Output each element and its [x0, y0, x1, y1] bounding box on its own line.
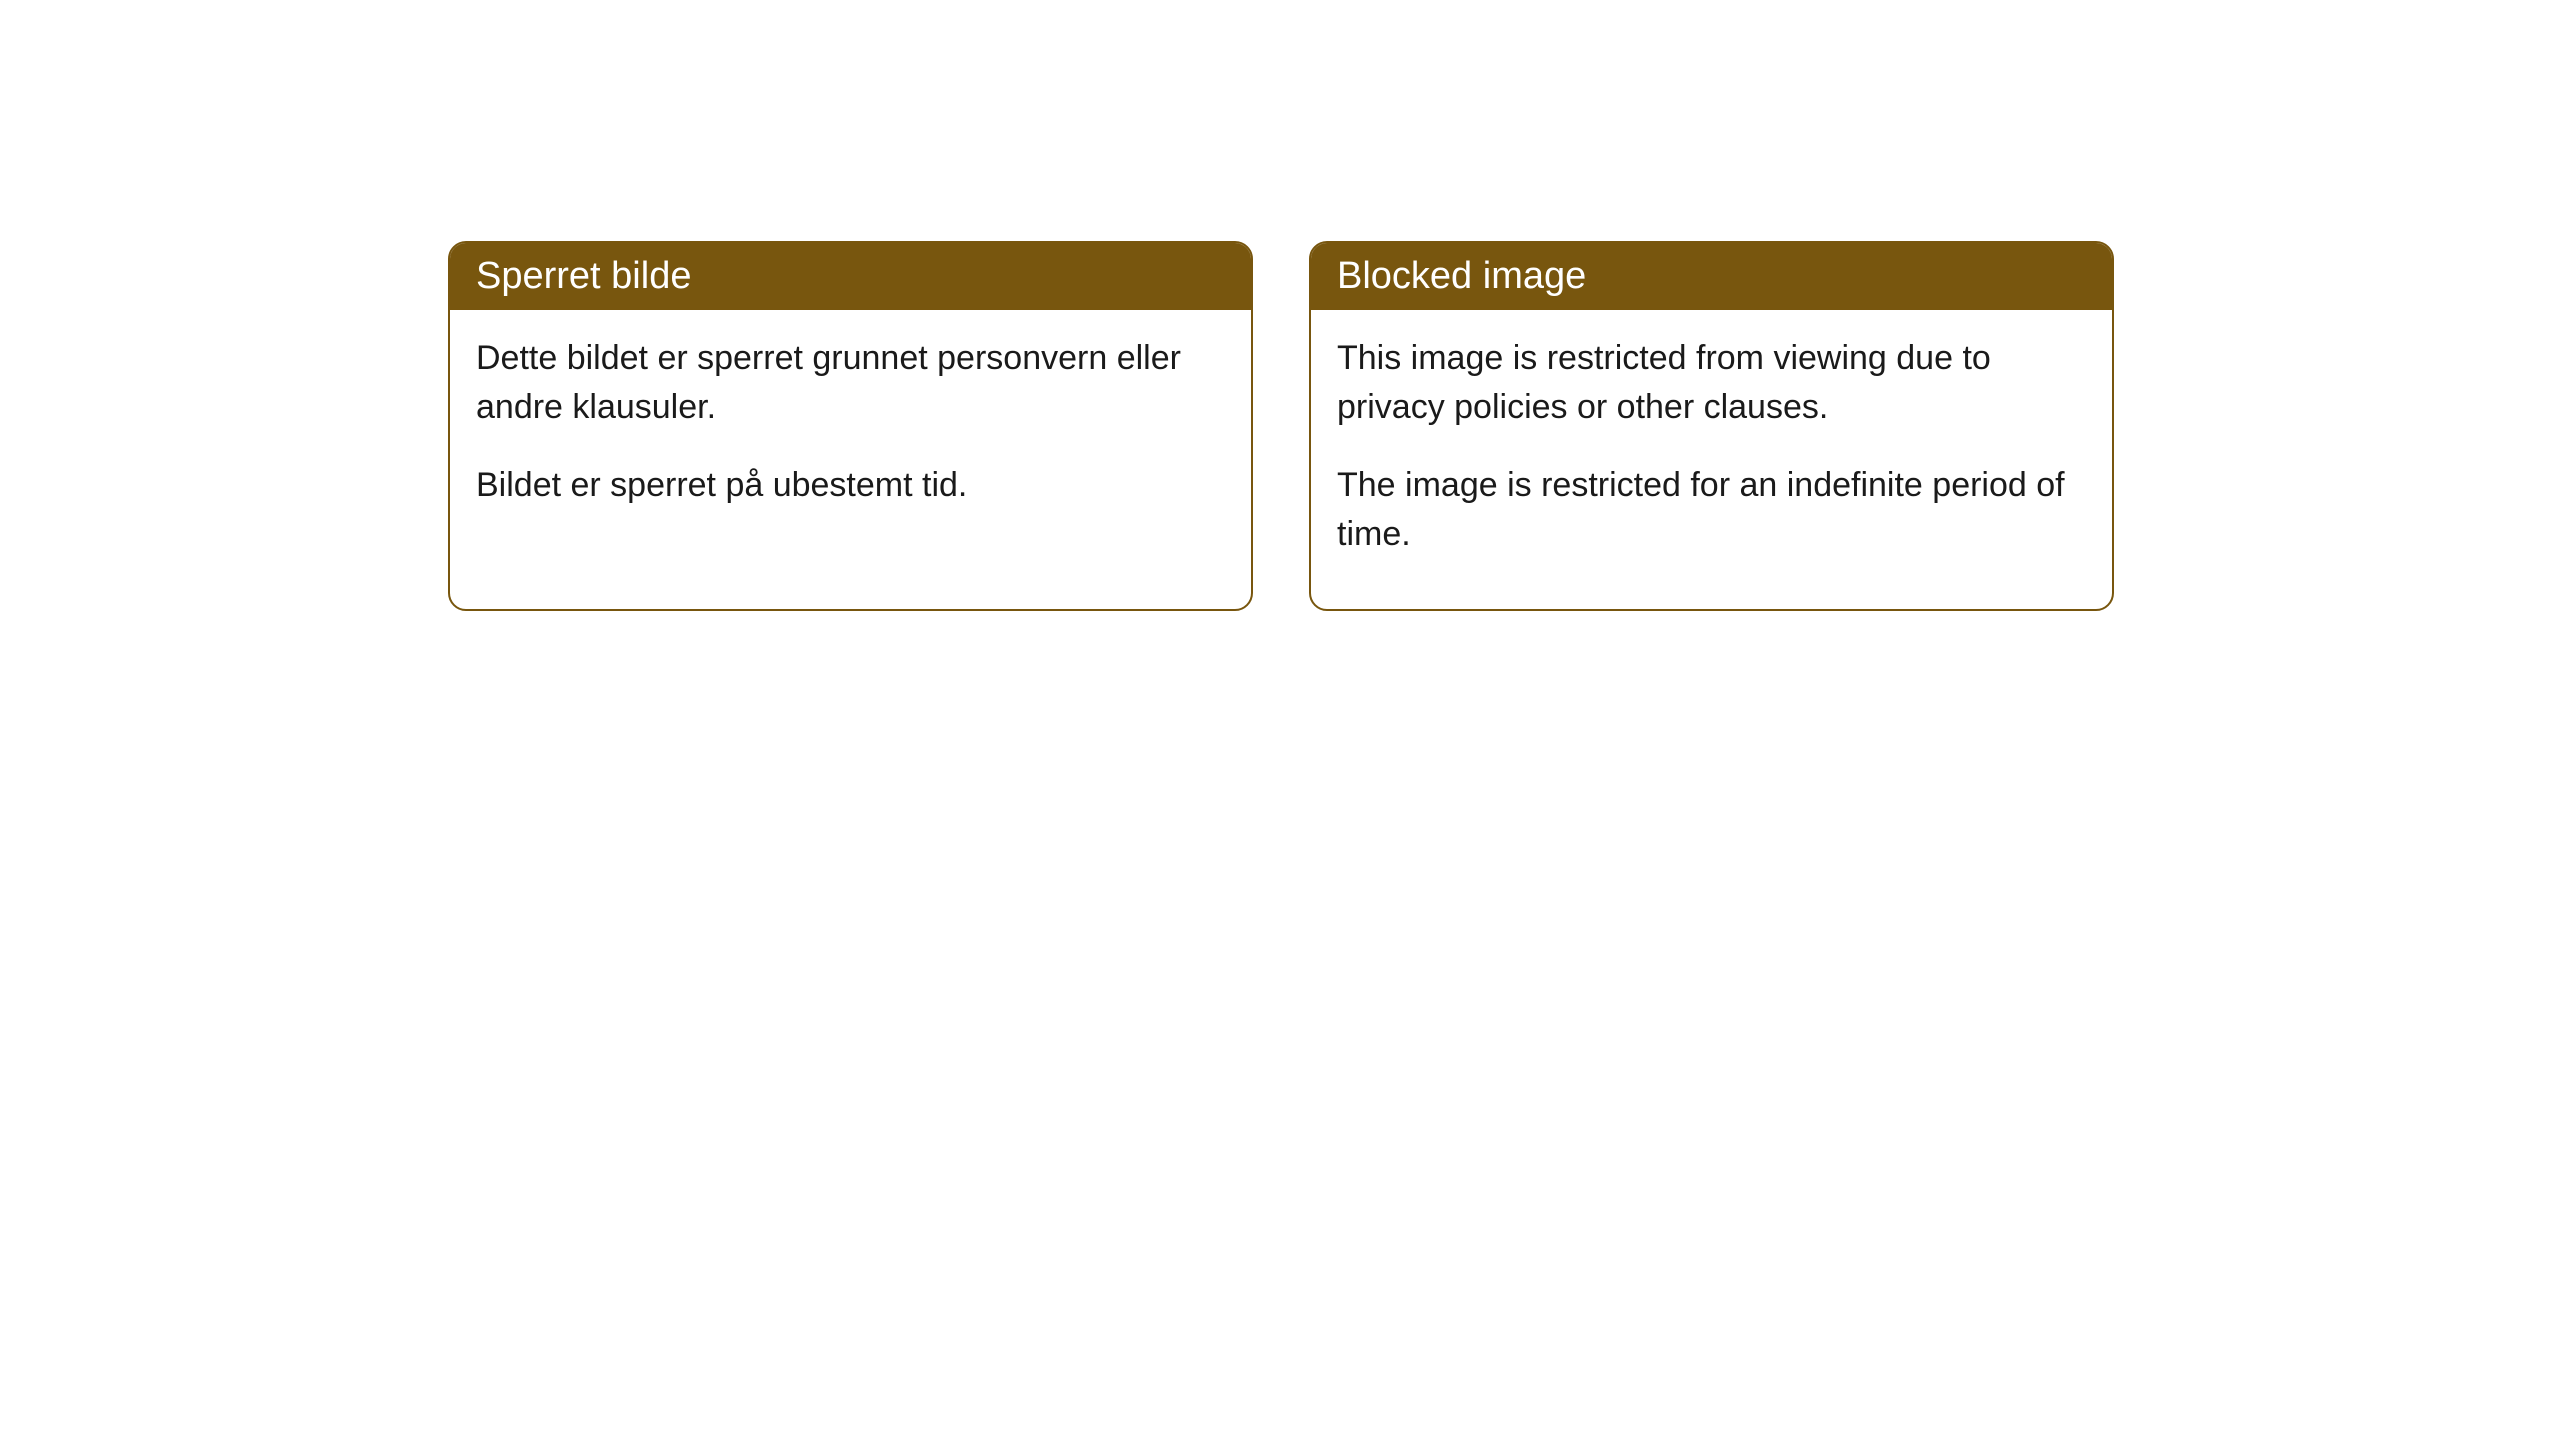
cards-container: Sperret bilde Dette bildet er sperret gr…	[448, 241, 2114, 611]
card-norwegian: Sperret bilde Dette bildet er sperret gr…	[448, 241, 1253, 611]
card-paragraph1-english: This image is restricted from viewing du…	[1337, 334, 2086, 433]
card-title-english: Blocked image	[1337, 255, 1586, 297]
card-paragraph1-norwegian: Dette bildet er sperret grunnet personve…	[476, 334, 1225, 433]
card-body-norwegian: Dette bildet er sperret grunnet personve…	[450, 310, 1251, 560]
card-header-norwegian: Sperret bilde	[450, 243, 1251, 310]
card-body-english: This image is restricted from viewing du…	[1311, 310, 2112, 609]
card-header-english: Blocked image	[1311, 243, 2112, 310]
card-paragraph2-english: The image is restricted for an indefinit…	[1337, 461, 2086, 560]
card-title-norwegian: Sperret bilde	[476, 255, 691, 297]
card-english: Blocked image This image is restricted f…	[1309, 241, 2114, 611]
card-paragraph2-norwegian: Bildet er sperret på ubestemt tid.	[476, 461, 1225, 510]
